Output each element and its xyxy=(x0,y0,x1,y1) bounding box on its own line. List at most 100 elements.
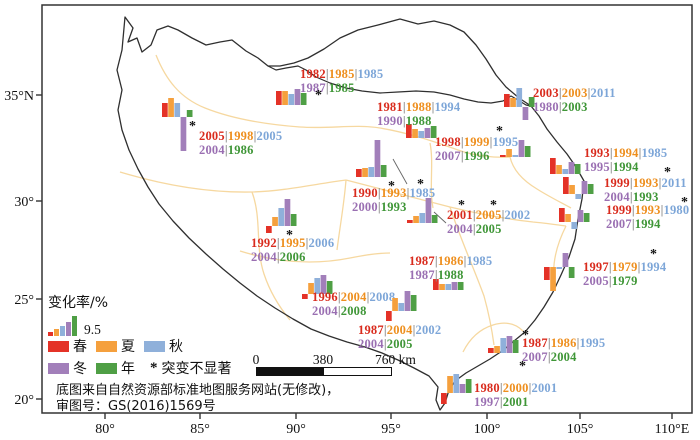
scalebar-label-0: 0 xyxy=(252,352,260,367)
station-year-label: 2005|1979 xyxy=(583,274,638,288)
station-year-label: 2000|1993 xyxy=(352,200,407,214)
station-year-label: 1990|1988 xyxy=(377,114,432,128)
bar-annual xyxy=(410,295,417,311)
legend-sample-bar-spring xyxy=(48,332,53,336)
station-leader-line xyxy=(433,211,447,224)
bar-summer xyxy=(413,216,419,223)
bar-annual xyxy=(524,146,531,157)
abrupt-change-asterisk: * xyxy=(522,328,529,343)
station-year-label: 2004|2005 xyxy=(358,337,413,351)
bar-annual xyxy=(465,379,472,393)
abrupt-change-asterisk: * xyxy=(286,228,293,243)
bar-winter xyxy=(577,210,584,222)
tick-label: 25° xyxy=(14,293,34,308)
station-year-label: 1996|2004|2008 xyxy=(312,290,395,304)
abrupt-change-asterisk: * xyxy=(650,247,657,262)
legend-item-summer: 夏 xyxy=(96,336,135,356)
station-year-label: 2003|2003|2011 xyxy=(533,86,616,100)
legend-item-autumn: 秋 xyxy=(144,336,183,356)
bar-winter xyxy=(518,140,525,157)
bar-annual xyxy=(430,126,437,138)
significance-note: 突变不显著 xyxy=(161,361,232,377)
tick-label: 110°E xyxy=(655,422,690,437)
autumn-swatch xyxy=(144,340,165,352)
legend-row-2: 冬 年 * 突变不显著 xyxy=(48,359,232,377)
bar-spring xyxy=(563,177,569,194)
bar-summer xyxy=(282,91,288,105)
tick-label: 20° xyxy=(14,393,34,408)
tick-label: 95° xyxy=(381,422,401,437)
station-year-label: 2004|2005 xyxy=(447,222,502,236)
bar-winter xyxy=(522,107,529,120)
station-year-label: 1987|1986|1985 xyxy=(409,254,492,268)
bar-spring xyxy=(500,155,506,157)
bar-annual xyxy=(300,93,307,105)
bar-winter xyxy=(581,181,588,194)
bar-winter xyxy=(424,128,431,138)
legend-sample-bar-winter xyxy=(66,322,71,336)
station-layer: 2005|1998|20052004|1986*1982|1985|198519… xyxy=(162,67,689,409)
bar-summer xyxy=(494,346,500,353)
abrupt-change-asterisk: * xyxy=(417,177,424,192)
bar-summer xyxy=(550,267,556,291)
bar-annual xyxy=(583,213,590,222)
bar-annual xyxy=(290,214,297,226)
station-year-label: 2004|1993 xyxy=(604,190,659,204)
bar-autumn xyxy=(512,155,519,157)
significance-asterisk: * xyxy=(150,359,158,376)
station-year-label: 2007|1996 xyxy=(435,149,490,163)
bar-annual xyxy=(512,340,519,353)
bar-spring xyxy=(504,94,510,107)
bar-summer xyxy=(556,165,562,174)
bar-summer xyxy=(392,298,398,311)
station-year-label: 1995|1994 xyxy=(584,160,639,174)
legend-label-spring: 春 xyxy=(73,339,87,355)
abrupt-change-asterisk: * xyxy=(490,198,497,213)
legend-title: 变化率/% xyxy=(48,295,109,311)
bar-summer xyxy=(510,98,516,107)
station-year-label: 1982|1985|1985 xyxy=(300,67,383,81)
bar-winter xyxy=(294,89,301,105)
bar-summer xyxy=(565,214,571,222)
bar-autumn xyxy=(368,167,375,177)
axis-ticks: 80° 85° 90° 95° 100° 105° 110°E 35°N 30° 25° 20° xyxy=(4,89,689,437)
bar-autumn xyxy=(562,169,569,174)
legend-scale-sample: 9.5 xyxy=(48,312,101,336)
station-year-label: 2005|1998|2005 xyxy=(199,129,282,143)
bar-autumn xyxy=(314,278,321,294)
station-year-label: 1981|1988|1994 xyxy=(377,100,461,114)
bar-spring xyxy=(488,348,494,353)
abrupt-change-asterisk: * xyxy=(388,179,395,194)
summer-swatch xyxy=(96,340,117,352)
tick-label: 30° xyxy=(14,195,34,210)
bar-autumn xyxy=(278,208,285,226)
bar-annual xyxy=(431,215,438,223)
attribution-line-1: 底图来自自然资源部标准地图服务网站(无修改)， xyxy=(56,383,340,398)
station-year-label: 1993|1994|1985 xyxy=(584,146,667,160)
station-year-label: 1998|1999|1995 xyxy=(435,135,518,149)
bar-autumn xyxy=(398,303,405,311)
bar-annual xyxy=(528,97,535,107)
abrupt-change-asterisk: * xyxy=(189,119,196,134)
tick-label: 35°N xyxy=(4,89,34,104)
bar-spring xyxy=(162,103,168,117)
legend-sample-bar-annual xyxy=(72,316,77,336)
legend-label-autumn: 秋 xyxy=(169,339,183,355)
bar-spring xyxy=(433,279,439,290)
scalebar-label-760: 760 km xyxy=(375,352,416,367)
legend-scale-value: 9.5 xyxy=(84,321,101,337)
abrupt-change-asterisk: * xyxy=(496,124,503,139)
bar-spring xyxy=(407,220,413,223)
bar-summer xyxy=(362,168,368,177)
bar-autumn xyxy=(556,267,563,269)
bar-winter xyxy=(562,253,569,267)
